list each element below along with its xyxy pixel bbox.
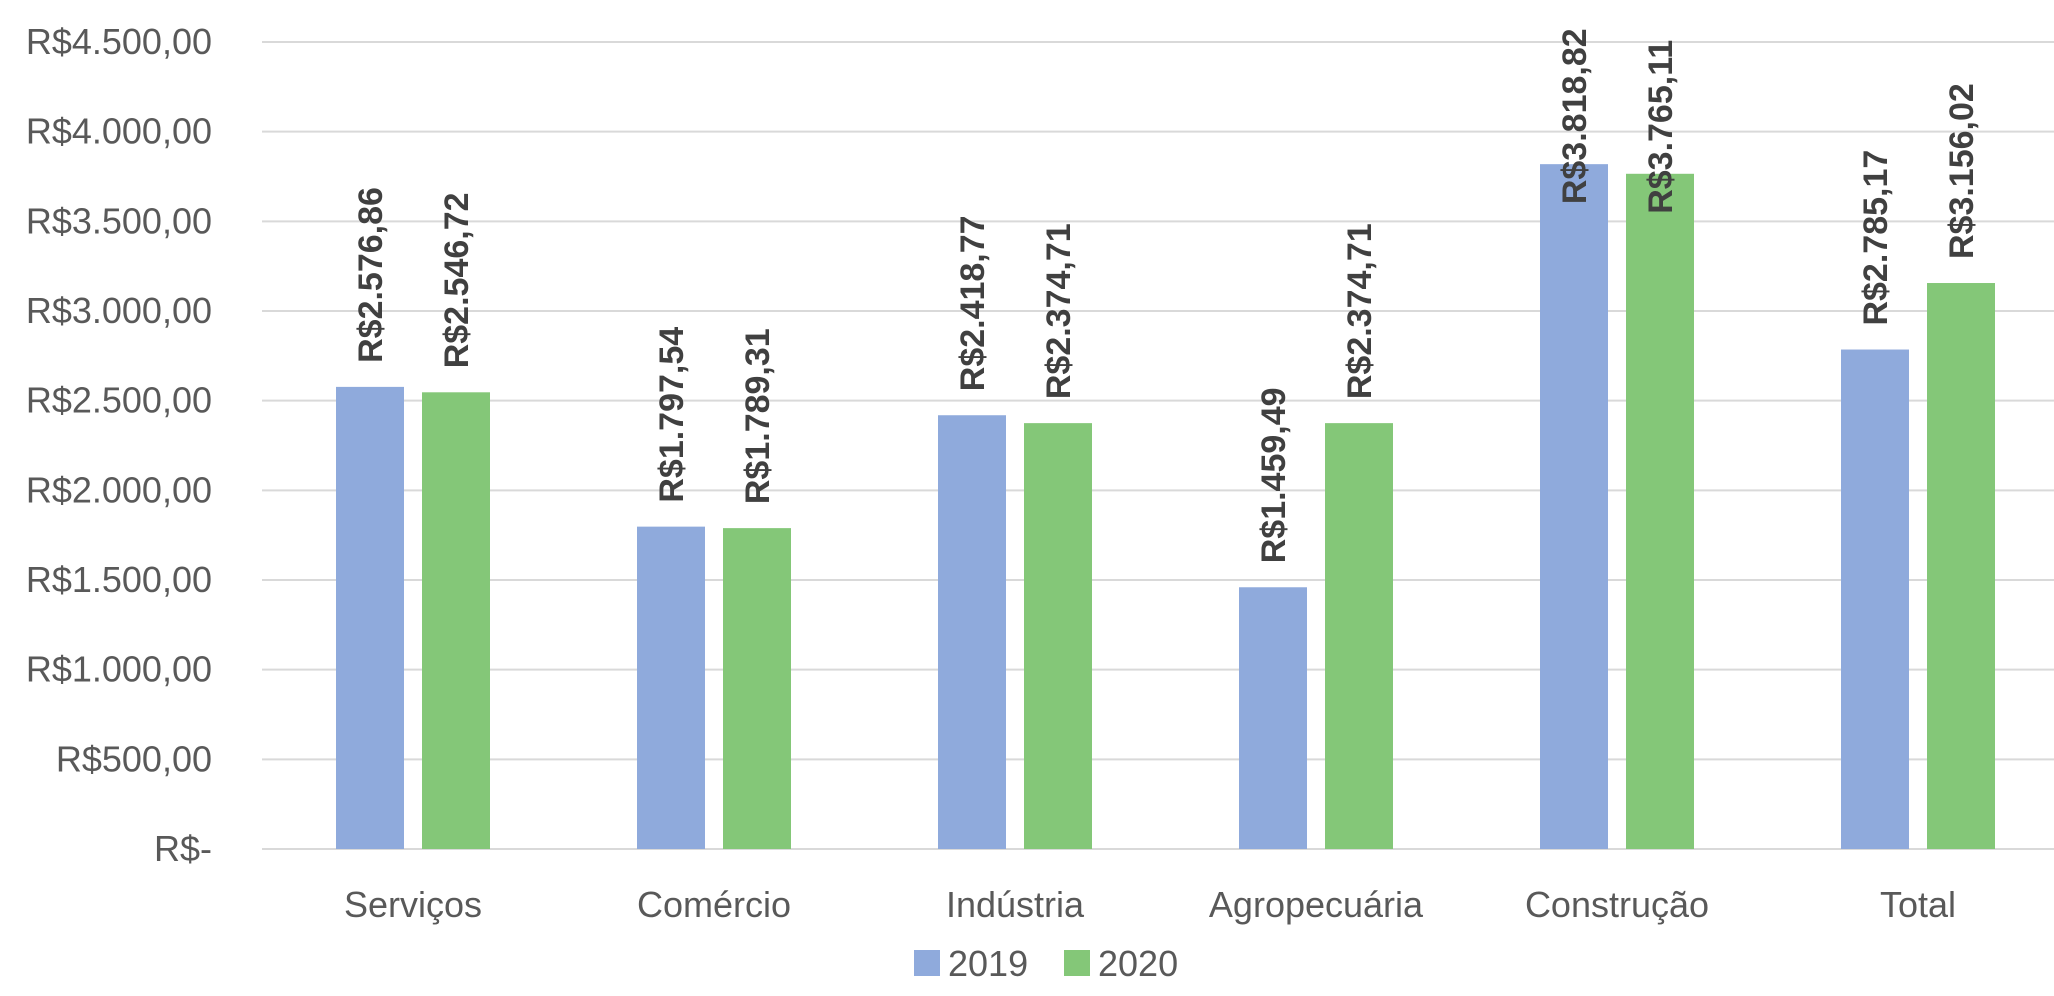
legend: 2019 2020 [914, 943, 1178, 984]
data-label: R$2.374,71 [1341, 223, 1379, 399]
category-label: Indústria [946, 884, 1085, 925]
y-tick-label: R$2.500,00 [26, 380, 212, 421]
data-label: R$3.765,11 [1642, 40, 1680, 214]
bar-2020-1 [723, 528, 791, 849]
bar-2019-4 [1540, 164, 1608, 850]
category-label: Serviços [344, 884, 482, 925]
y-tick-label: R$4.500,00 [26, 21, 212, 62]
y-axis-tick-labels: R$- R$500,00 R$1.000,00 R$1.500,00 R$2.000,0… [26, 21, 212, 869]
legend-label-2020: 2020 [1098, 943, 1178, 984]
data-label: R$2.374,71 [1040, 223, 1078, 399]
category-label: Comércio [637, 884, 791, 925]
bar-2019-1 [637, 526, 705, 849]
data-label: R$3.818,82 [1556, 28, 1594, 204]
bar-2019-2 [938, 415, 1006, 849]
bar-2020-4 [1626, 173, 1694, 849]
category-label: Agropecuária [1209, 884, 1424, 925]
gridlines [262, 41, 2054, 850]
data-labels: R$2.576,86 R$2.546,72 R$1.797,54 R$1.789,31… [352, 28, 1981, 563]
category-label: Total [1880, 884, 1956, 925]
y-tick-label: R$1.000,00 [26, 649, 212, 690]
data-label: R$2.576,86 [352, 187, 390, 363]
data-label: R$1.789,31 [739, 328, 777, 504]
category-labels: Serviços Comércio Indústria Agropecuária Con… [344, 884, 1956, 925]
data-label: R$2.785,17 [1857, 150, 1895, 326]
bars [336, 164, 1995, 850]
legend-label-2019: 2019 [948, 943, 1028, 984]
y-tick-label: R$1.500,00 [26, 559, 212, 600]
y-tick-label: R$- [154, 828, 212, 869]
bar-2019-5 [1841, 349, 1909, 849]
y-tick-label: R$3.500,00 [26, 200, 212, 241]
bar-2019-0 [336, 386, 404, 849]
y-tick-label: R$2.000,00 [26, 469, 212, 510]
bar-2019-3 [1239, 587, 1307, 849]
data-label: R$3.156,02 [1943, 83, 1981, 259]
y-tick-label: R$4.000,00 [26, 111, 212, 152]
data-label: R$1.797,54 [653, 327, 691, 503]
data-label: R$2.546,72 [438, 192, 476, 368]
legend-swatch-2019 [914, 950, 940, 976]
y-tick-label: R$3.000,00 [26, 290, 212, 331]
data-label: R$2.418,77 [954, 215, 992, 391]
bar-2020-2 [1024, 423, 1092, 849]
data-label: R$1.459,49 [1255, 387, 1293, 563]
bar-2020-0 [422, 392, 490, 849]
bar-2020-3 [1325, 423, 1393, 849]
bar-2020-5 [1927, 283, 1995, 850]
y-tick-label: R$500,00 [56, 738, 212, 779]
category-label: Construção [1525, 884, 1709, 925]
legend-swatch-2020 [1064, 950, 1090, 976]
